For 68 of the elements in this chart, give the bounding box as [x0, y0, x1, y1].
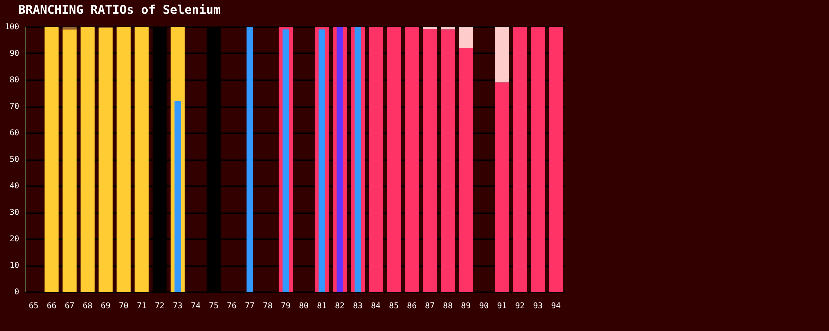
x-tick-label: 75 — [209, 302, 219, 310]
bar — [44, 27, 59, 292]
bar — [441, 30, 456, 292]
x-tick-label: 69 — [101, 302, 111, 310]
x-tick-label: 84 — [371, 302, 382, 310]
bar — [282, 30, 290, 292]
x-tick-label: 76 — [227, 302, 237, 310]
y-tick-label: 10 — [10, 261, 20, 270]
bar — [495, 27, 510, 83]
bar — [513, 27, 528, 292]
x-tick-label: 91 — [497, 302, 508, 310]
y-tick-label: 40 — [10, 182, 20, 190]
y-tick-label: 60 — [10, 128, 20, 138]
x-tick-label: 67 — [65, 302, 75, 310]
x-tick-label: 81 — [317, 302, 328, 310]
bar — [441, 27, 456, 30]
y-tick-label: 90 — [10, 49, 20, 58]
bar — [423, 29, 438, 292]
x-tick-label: 78 — [263, 302, 273, 310]
x-tick-label: 65 — [29, 302, 39, 310]
x-tick-label: 86 — [407, 302, 418, 310]
bar — [98, 28, 113, 292]
x-tick-label: 80 — [299, 302, 309, 310]
x-tick-label: 87 — [425, 302, 436, 310]
bar — [318, 30, 326, 292]
bar — [116, 27, 131, 292]
bar — [336, 27, 344, 292]
bar — [62, 27, 77, 30]
bar — [387, 27, 402, 292]
y-tick-label: 0 — [14, 288, 20, 296]
x-tick-label: 73 — [173, 302, 183, 310]
bar — [134, 27, 149, 292]
x-tick-label: 77 — [245, 302, 255, 310]
chart-title: BRANCHING RATIOs of Selenium — [18, 3, 221, 17]
bar — [459, 48, 474, 292]
x-tick-label: 68 — [83, 302, 93, 310]
x-tick-label: 90 — [479, 302, 490, 310]
bar — [495, 82, 510, 292]
x-tick-label: 82 — [335, 302, 346, 310]
bar — [549, 27, 564, 292]
y-tick-label: 80 — [10, 76, 20, 84]
bar — [62, 30, 77, 292]
bar — [459, 27, 474, 48]
x-tick-label: 74 — [191, 302, 201, 310]
bar — [174, 101, 182, 292]
y-tick-label: 20 — [10, 234, 20, 244]
x-tick-label: 72 — [155, 302, 165, 310]
y-tick-label: 70 — [10, 102, 20, 111]
bar — [405, 27, 420, 292]
x-tick-label: 71 — [137, 302, 147, 310]
x-tick-label: 94 — [551, 302, 562, 310]
y-tick-label: 50 — [10, 155, 20, 164]
x-tick-label: 79 — [281, 302, 291, 310]
x-tick-label: 92 — [515, 302, 526, 310]
y-tick-label: 100 — [5, 22, 20, 32]
x-tick-label: 88 — [443, 302, 454, 310]
x-tick-label: 83 — [353, 302, 364, 310]
x-tick-label: 93 — [533, 302, 544, 310]
bar — [246, 27, 254, 292]
x-tick-label: 70 — [119, 302, 129, 310]
bar — [369, 27, 384, 292]
y-tick-label: 30 — [10, 208, 20, 217]
x-tick-label: 89 — [461, 302, 472, 310]
x-tick-label: 85 — [389, 302, 400, 310]
bar — [531, 27, 546, 292]
bar — [354, 27, 362, 292]
bar — [80, 27, 95, 292]
x-tick-label: 66 — [47, 302, 57, 310]
